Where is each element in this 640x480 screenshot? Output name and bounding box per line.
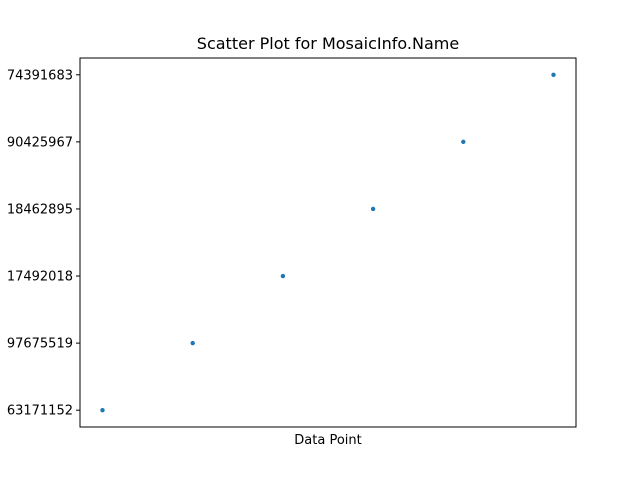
data-point xyxy=(100,408,105,413)
data-point xyxy=(551,72,556,78)
x-axis-label: Data Point xyxy=(294,433,361,448)
data-points xyxy=(100,72,556,413)
y-axis: 63171152 97675519 17492018 18462895 90425967… xyxy=(7,68,80,419)
y-tick-label: 18462895 xyxy=(7,202,73,217)
y-tick-label: 74391683 xyxy=(7,68,73,83)
data-point xyxy=(461,139,466,145)
chart-title: Scatter Plot for MosaicInfo.Name xyxy=(197,34,459,53)
y-tick-label: 90425967 xyxy=(7,135,73,150)
data-point xyxy=(190,340,195,346)
y-tick-label: 17492018 xyxy=(7,270,73,285)
data-point xyxy=(370,206,376,212)
data-point xyxy=(280,273,286,279)
plot-area xyxy=(79,57,577,428)
y-tick-label: 63171152 xyxy=(7,404,73,419)
y-tick-label: 97675519 xyxy=(7,337,73,352)
